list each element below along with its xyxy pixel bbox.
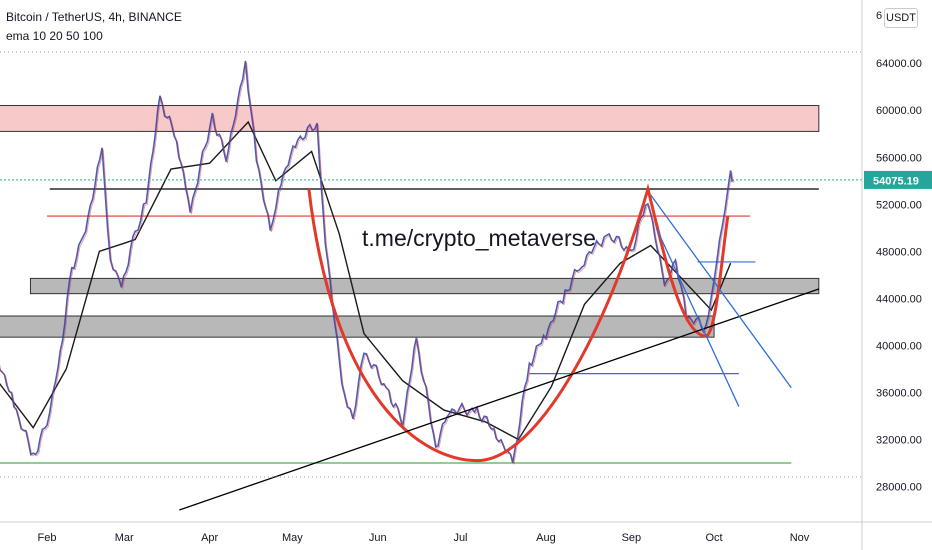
price-line: [0, 60, 734, 464]
y-tick-label: 64000.00: [876, 58, 922, 70]
support-zone-lower: [0, 315, 715, 338]
resistance-zone: [0, 105, 820, 132]
price-layer: [0, 60, 735, 465]
x-tick-label: Jul: [453, 532, 467, 544]
x-tick-label: May: [282, 532, 303, 544]
x-tick-label: Aug: [536, 532, 556, 544]
support-zone-upper: [29, 277, 820, 295]
y-tick-label: 28000.00: [876, 482, 922, 494]
y-tick-label: 44000.00: [876, 293, 922, 305]
indicator-label: ema 10 20 50 100: [6, 29, 103, 43]
symbol-title: Bitcoin / TetherUS, 4h, BINANCE: [6, 10, 182, 24]
rising-support-line: [179, 288, 820, 511]
currency-button[interactable]: USDT: [884, 8, 918, 28]
y-tick-label: 48000.00: [876, 246, 922, 258]
channel-lower-line: [655, 227, 740, 407]
zones-layer: [0, 105, 820, 338]
x-tick-label: Apr: [201, 532, 218, 544]
y-tick-label: 36000.00: [876, 387, 922, 399]
watermark-text: t.me/crypto_metaverse: [362, 225, 596, 251]
levels-layer: [0, 188, 819, 464]
y-tick-label-partial: 6: [876, 10, 882, 22]
last-price-badge: [864, 170, 932, 189]
cup-handle-curve: [307, 183, 730, 463]
drawings-layer: [0, 179, 862, 511]
x-tick-label: Nov: [790, 532, 810, 544]
channel-upper-line: [650, 194, 792, 389]
x-tick-label: Jun: [369, 532, 387, 544]
x-tick-label: Oct: [706, 532, 723, 544]
ema-line: [0, 120, 732, 441]
y-tick-label: 32000.00: [876, 434, 922, 446]
price-line-shadow: [0, 62, 735, 465]
last-price-label: 54075.19: [873, 175, 919, 187]
y-tick-label: 56000.00: [876, 152, 922, 164]
x-tick-label: Sep: [622, 532, 642, 544]
x-tick-label: Mar: [115, 532, 134, 544]
y-tick-label: 52000.00: [876, 199, 922, 211]
x-tick-label: Feb: [38, 532, 57, 544]
ema-layer: [0, 120, 732, 441]
y-tick-label: 60000.00: [876, 105, 922, 117]
y-tick-label: 40000.00: [876, 340, 922, 352]
